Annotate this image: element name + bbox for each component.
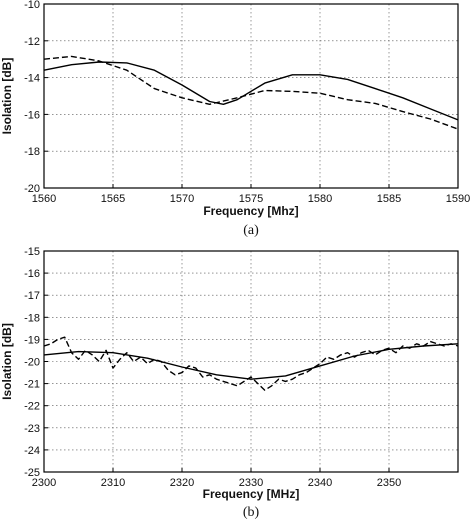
series-line-solid: [43, 61, 459, 121]
x-tick-label: 2300: [32, 477, 56, 489]
y-tick-label: -12: [24, 36, 40, 48]
y-tick-label: -25: [24, 467, 40, 479]
x-tick-label: 2350: [377, 477, 401, 489]
x-tick-label: 1585: [377, 193, 401, 205]
x-tick-label: 1575: [239, 193, 263, 205]
x-tick-label: 2310: [101, 477, 125, 489]
x-tick-label: 2330: [239, 477, 263, 489]
x-axis-label: Frequency [Mhz]: [203, 204, 298, 218]
x-tick-label: 2320: [170, 477, 194, 489]
chart-panel-b: 2300 2310 2320 2330 2340 2350 -15 -16 -17 -18 -19 -…: [0, 246, 459, 520]
series-line-dashed: [43, 55, 459, 130]
x-tick-label: 1565: [101, 193, 125, 205]
panel-caption: (a): [243, 223, 259, 238]
x-tick-label: 1590: [446, 193, 470, 205]
y-tick-label: -10: [24, 0, 40, 11]
y-tick-label: -14: [24, 73, 40, 85]
y-tick-label: -16: [24, 268, 40, 280]
y-tick-label: -17: [24, 290, 40, 302]
y-tick-label: -23: [24, 423, 40, 435]
y-tick-label: -16: [24, 109, 40, 121]
y-tick-label: -21: [24, 379, 40, 391]
y-tick-label: -15: [24, 246, 40, 258]
x-tick-label: 1580: [308, 193, 332, 205]
x-tick-label: 1570: [170, 193, 194, 205]
series-line-dashed: [43, 336, 459, 391]
x-tick-label: 2340: [308, 477, 332, 489]
y-axis-label: Isolation [dB]: [0, 58, 14, 135]
y-tick-label: -20: [24, 357, 40, 369]
panel-caption: (b): [243, 505, 260, 520]
y-tick-label: -22: [24, 401, 40, 413]
y-tick-label: -18: [24, 146, 40, 158]
y-tick-label: -24: [24, 445, 40, 457]
chart-panel-a: 1560 1565 1570 1575 1580 1585 1590 -10 -12 -14 -16…: [0, 0, 470, 238]
y-tick-label: -19: [24, 334, 40, 346]
x-axis-label: Frequency [MHz]: [203, 487, 300, 501]
x-tick-label: 1560: [32, 193, 56, 205]
y-tick-label: -18: [24, 312, 40, 324]
series-line-solid: [43, 343, 459, 380]
y-axis-label: Isolation [dB]: [0, 323, 14, 400]
y-tick-label: -20: [24, 183, 40, 195]
